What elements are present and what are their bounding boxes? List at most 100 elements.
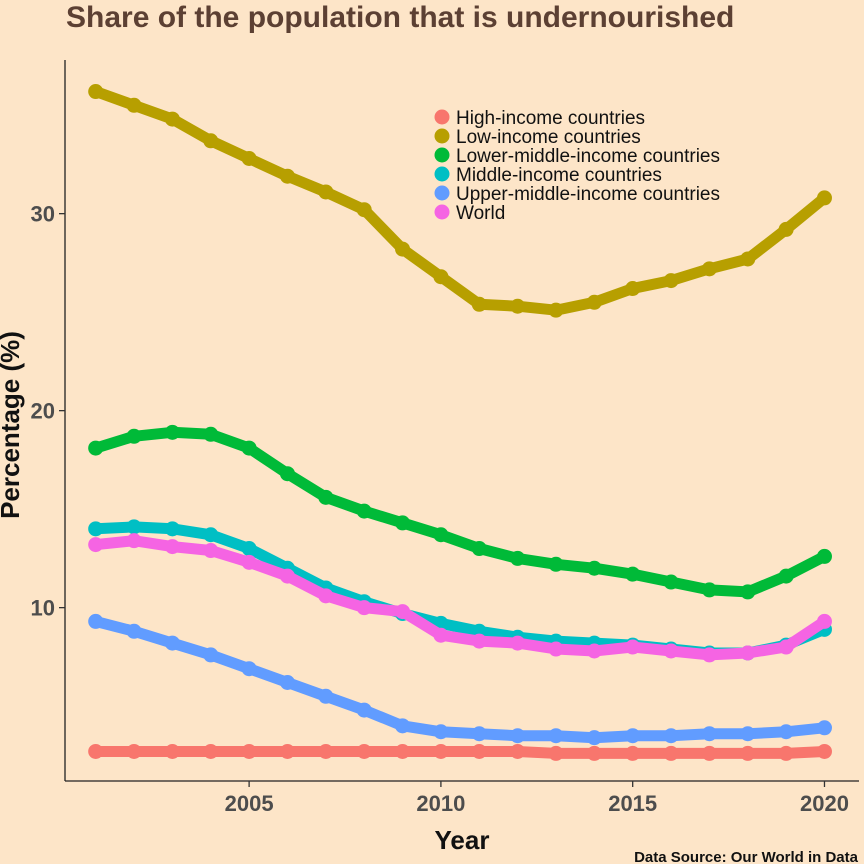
data-point (241, 661, 257, 677)
series-line (90, 535, 830, 661)
data-point (586, 560, 602, 576)
y-axis-title: Percentage (%) (0, 331, 25, 519)
data-point (433, 527, 449, 543)
data-point (126, 623, 142, 639)
data-point (356, 702, 372, 718)
chart-title: Share of the population that is undernou… (66, 1, 734, 34)
data-point (625, 745, 641, 761)
data-point (88, 537, 104, 553)
data-point (471, 296, 487, 312)
legend-label: World (456, 203, 505, 224)
data-point (395, 241, 411, 257)
legend-label: High-income countries (456, 108, 645, 129)
data-point (548, 556, 564, 572)
legend-key (434, 109, 450, 125)
series-1 (88, 84, 832, 318)
legend-key (434, 147, 450, 163)
data-point (510, 743, 526, 759)
data-point (433, 724, 449, 740)
data-point (663, 273, 679, 289)
x-tick-label: 2015 (608, 791, 657, 816)
data-point (164, 111, 180, 127)
data-point (740, 726, 756, 742)
series-0 (88, 743, 832, 761)
data-point (701, 745, 717, 761)
data-point (126, 743, 142, 759)
data-point (241, 440, 257, 456)
series-2 (88, 424, 832, 600)
data-point (510, 298, 526, 314)
data-point (164, 521, 180, 537)
data-point (279, 743, 295, 759)
data-point (318, 588, 334, 604)
data-point (88, 743, 104, 759)
data-point (548, 302, 564, 318)
data-point (471, 726, 487, 742)
y-tick-label: 10 (31, 596, 55, 621)
data-point (88, 521, 104, 537)
data-point (778, 724, 794, 740)
data-point (816, 743, 832, 759)
data-point (203, 527, 219, 543)
data-point (126, 97, 142, 113)
series-layer (88, 84, 832, 761)
data-point (395, 718, 411, 734)
data-point (778, 221, 794, 237)
data-point (164, 743, 180, 759)
data-point (241, 743, 257, 759)
legend-label: Middle-income countries (456, 165, 662, 186)
data-point (279, 675, 295, 691)
legend-label: Low-income countries (456, 127, 641, 148)
data-point (816, 720, 832, 736)
data-point (625, 639, 641, 655)
y-tick-label: 20 (31, 399, 55, 424)
data-point (203, 647, 219, 663)
x-axis-title: Year (435, 825, 490, 855)
data-point (701, 647, 717, 663)
x-tick-label: 2005 (225, 791, 274, 816)
data-point (279, 466, 295, 482)
legend-key (434, 128, 450, 144)
legend-label: Lower-middle-income countries (456, 146, 720, 167)
data-point (816, 613, 832, 629)
data-point (510, 635, 526, 651)
legend-key (434, 204, 450, 220)
data-point (433, 269, 449, 285)
data-point (318, 743, 334, 759)
data-point (510, 728, 526, 744)
data-point (586, 730, 602, 746)
data-point (701, 726, 717, 742)
data-point (126, 519, 142, 535)
data-point (816, 190, 832, 206)
data-point (816, 548, 832, 564)
x-tick-label: 2010 (416, 791, 465, 816)
y-axis-ticks: 10 20 30 (31, 202, 65, 621)
data-point (241, 554, 257, 570)
data-point (356, 503, 372, 519)
data-point (164, 635, 180, 651)
series-line (90, 426, 830, 598)
data-point (586, 643, 602, 659)
data-point (433, 743, 449, 759)
data-point (203, 543, 219, 559)
data-point (203, 743, 219, 759)
x-tick-label: 2020 (800, 791, 849, 816)
series-4 (88, 613, 832, 746)
data-point (740, 645, 756, 661)
data-point (740, 251, 756, 267)
data-point (356, 202, 372, 218)
data-point (740, 745, 756, 761)
y-tick-label: 30 (31, 202, 55, 227)
data-point (778, 745, 794, 761)
data-point (471, 633, 487, 649)
data-point (548, 728, 564, 744)
data-point (318, 489, 334, 505)
data-point (395, 604, 411, 620)
data-point (663, 728, 679, 744)
data-point (586, 745, 602, 761)
data-point (433, 627, 449, 643)
legend-key (434, 185, 450, 201)
data-point (663, 643, 679, 659)
